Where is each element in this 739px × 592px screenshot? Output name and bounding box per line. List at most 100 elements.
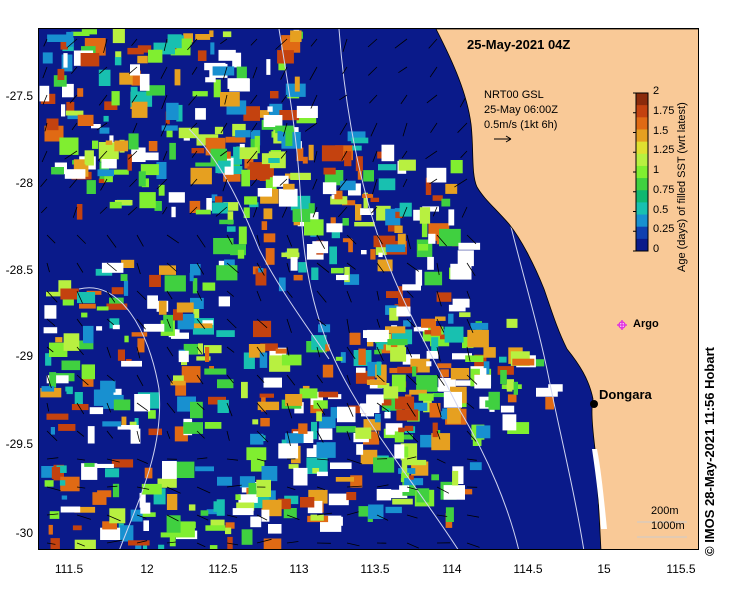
sst-patch xyxy=(156,162,167,179)
current-arrow xyxy=(43,38,48,47)
current-arrow xyxy=(196,514,209,521)
x-tick-label: 112.5 xyxy=(208,562,238,576)
current-arrow xyxy=(70,66,78,75)
sst-patch xyxy=(227,536,233,549)
x-tick-label: 113 xyxy=(289,562,309,576)
current-arrow xyxy=(286,318,292,333)
sst-patch xyxy=(404,425,414,431)
sst-patch xyxy=(190,297,204,309)
sst-patch xyxy=(285,394,303,406)
sst-patch xyxy=(374,414,381,423)
y-tick-label: -28 xyxy=(15,176,33,190)
sst-patch xyxy=(253,320,272,338)
current-arrow xyxy=(286,374,296,386)
sst-patch xyxy=(400,446,409,458)
current-arrow xyxy=(76,290,83,304)
current-arrow xyxy=(136,234,144,247)
current-arrow xyxy=(346,290,352,303)
current-arrow xyxy=(64,150,78,160)
current-arrow xyxy=(372,178,378,195)
sst-patch xyxy=(210,42,215,55)
sst-patch xyxy=(209,30,214,37)
sst-patch xyxy=(335,356,343,361)
sst-patch xyxy=(351,137,369,144)
current-arrow xyxy=(156,178,168,190)
sst-patch xyxy=(431,433,451,451)
sst-patch xyxy=(266,59,271,75)
sst-patch xyxy=(114,140,129,152)
sst-patch xyxy=(378,178,396,191)
current-arrow xyxy=(376,318,381,328)
current-arrow xyxy=(466,430,477,442)
sst-patch xyxy=(59,137,79,155)
current-arrow xyxy=(46,318,56,327)
sst-patch xyxy=(209,366,214,370)
current-arrow xyxy=(189,206,198,215)
sst-patch xyxy=(384,412,391,419)
sst-patch xyxy=(113,169,129,175)
colorbar-segment xyxy=(636,153,648,167)
sst-patch xyxy=(53,75,67,87)
current-arrow xyxy=(286,290,293,298)
sst-patch xyxy=(217,379,234,389)
sst-patch xyxy=(290,172,311,180)
sst-patch xyxy=(189,200,201,213)
sst-patch xyxy=(41,466,59,478)
sst-patch xyxy=(183,422,203,434)
current-arrow xyxy=(196,542,206,548)
sst-patch xyxy=(106,303,128,310)
sst-map xyxy=(39,29,698,549)
sst-patch xyxy=(344,274,360,285)
current-arrow xyxy=(376,430,381,441)
sst-patch xyxy=(92,140,99,149)
current-arrow xyxy=(196,290,203,301)
sst-patch xyxy=(40,387,62,398)
sst-patch xyxy=(278,188,298,207)
isobath-label-200m: 200m xyxy=(651,505,679,517)
sst-patch xyxy=(81,463,98,480)
sst-patch xyxy=(259,352,268,368)
current-arrow xyxy=(406,402,416,417)
current-arrow xyxy=(136,486,150,490)
sst-patch xyxy=(39,85,50,102)
sst-patch xyxy=(205,347,210,362)
sst-patch xyxy=(270,91,279,99)
current-arrow xyxy=(402,206,408,219)
sst-patch xyxy=(153,42,175,55)
sst-patch xyxy=(452,470,459,486)
current-arrow xyxy=(220,122,228,134)
current-arrow xyxy=(368,66,378,76)
current-arrow xyxy=(224,94,228,105)
current-arrow xyxy=(215,206,228,217)
sst-patch xyxy=(281,354,302,366)
sst-patch xyxy=(378,252,383,258)
current-arrow xyxy=(226,262,239,274)
sst-patch xyxy=(457,250,474,267)
sst-patch xyxy=(374,349,382,355)
sst-patch xyxy=(376,361,382,376)
sst-patch xyxy=(86,180,96,194)
current-arrow xyxy=(275,38,288,50)
current-arrow xyxy=(226,290,234,297)
colorbar-segment xyxy=(636,141,648,155)
current-arrow xyxy=(461,206,468,218)
sst-patch xyxy=(243,207,250,218)
current-arrow xyxy=(367,38,378,48)
current-arrow xyxy=(406,514,418,519)
sst-patch xyxy=(249,162,270,180)
sst-patch xyxy=(377,259,393,272)
current-arrow xyxy=(44,122,48,132)
sst-patch xyxy=(330,462,352,469)
sst-patch xyxy=(139,192,156,209)
colorbar-segment xyxy=(636,105,648,118)
current-arrow xyxy=(346,402,354,417)
current-arrow xyxy=(136,540,148,544)
sst-patch xyxy=(459,312,471,318)
sst-patch xyxy=(366,329,389,342)
sst-patch xyxy=(263,115,283,127)
sst-patch xyxy=(112,324,120,330)
current-arrow xyxy=(256,514,268,521)
sst-patch xyxy=(131,70,141,86)
current-arrow xyxy=(436,290,442,307)
sst-patch xyxy=(255,268,267,286)
